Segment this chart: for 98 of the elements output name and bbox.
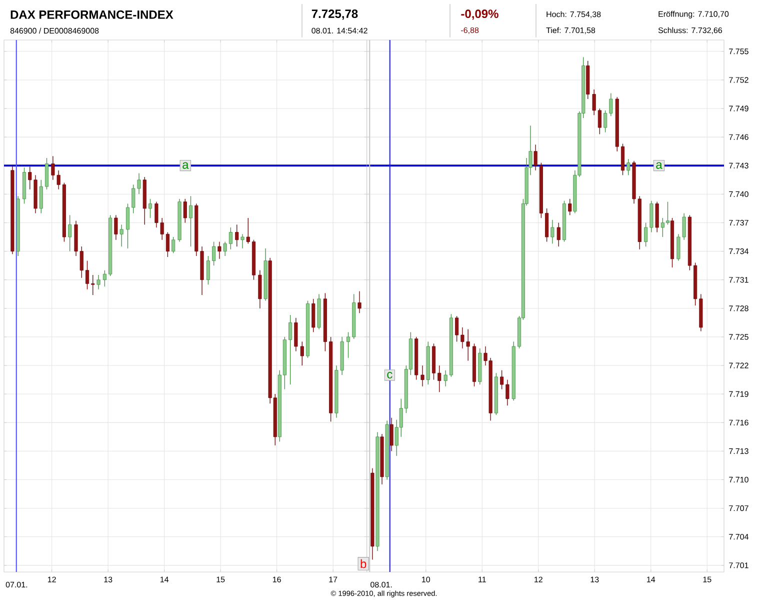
candlestick	[246, 218, 250, 244]
candlestick	[212, 241, 216, 266]
y-tick-label: 7.734	[729, 248, 748, 254]
x-tick-label: 14	[647, 576, 656, 582]
candlestick	[68, 214, 72, 252]
text: 07.01.	[6, 582, 28, 588]
candlestick	[258, 270, 262, 309]
y-tick-label: 7.752	[729, 77, 748, 83]
y-tick-label: 7.722	[729, 362, 748, 368]
annotation: c	[387, 372, 392, 378]
candlestick	[620, 143, 625, 176]
text: 7.725,78	[312, 10, 358, 20]
candlestick	[166, 232, 170, 258]
y-tick-label: 7.710	[729, 476, 748, 483]
y-tick-label: 7.749	[729, 106, 748, 112]
y-tick-label: 7.737	[729, 220, 748, 226]
y-tick-label: 7.716	[729, 420, 748, 426]
candlestick	[188, 196, 193, 247]
annotation: a	[182, 162, 189, 169]
text: 08.01.	[370, 582, 392, 588]
x-tick-label: 13	[104, 576, 112, 582]
y-tick-label: 7.725	[729, 334, 748, 340]
y-tick-label: 7.743	[729, 162, 748, 168]
candlestick	[500, 370, 504, 390]
y-tick-label: 7.707	[729, 505, 748, 512]
text: Hoch: 7.754,38	[546, 11, 601, 18]
candlestick	[172, 236, 176, 254]
text: 08.01. 14:54:42	[312, 28, 368, 34]
candlestick	[534, 144, 538, 171]
x-tick-label: 11	[478, 576, 486, 582]
candlestick	[183, 198, 187, 224]
candlestick	[120, 224, 124, 247]
text: -0,09%	[461, 10, 498, 20]
annotation: a	[656, 162, 662, 169]
candlestick	[609, 92, 613, 116]
candlestick	[228, 227, 232, 250]
y-tick-label: 7.740	[729, 191, 748, 197]
text: Tief: 7.701,58	[546, 27, 596, 34]
candlestick	[346, 332, 350, 358]
candlestick	[568, 198, 572, 216]
candlestick	[300, 341, 304, 366]
text: Schluss: 7.732,66	[658, 27, 722, 34]
y-tick-label: 7.731	[729, 276, 748, 283]
candlestick	[390, 417, 394, 452]
y-tick-label: 7.728	[729, 306, 748, 312]
candlestick	[240, 234, 244, 249]
annotation: b	[360, 559, 366, 568]
candlestick	[218, 241, 222, 260]
candlestick	[592, 89, 596, 116]
text: Eröffnung: 7.710,70	[658, 10, 729, 18]
candlestick	[626, 158, 630, 176]
candlestick	[604, 110, 608, 133]
x-tick-label: 13	[590, 576, 599, 582]
x-tick-label: 17	[329, 576, 338, 582]
candlestick	[235, 224, 239, 247]
candlestick	[223, 241, 227, 256]
candlestick	[91, 274, 95, 296]
candlestick	[545, 208, 549, 242]
x-tick-label: 14	[160, 576, 169, 582]
y-tick-label: 7.713	[729, 448, 748, 454]
candlestick	[650, 200, 654, 233]
candlestick	[206, 256, 210, 285]
candlestick	[598, 108, 602, 135]
x-tick-label: 15	[216, 576, 225, 582]
candlestick	[358, 290, 362, 314]
candlestick	[44, 158, 49, 190]
y-tick-label: 7.755	[729, 48, 748, 54]
candlestick	[148, 198, 152, 218]
candlestick	[85, 260, 90, 290]
candlestick	[39, 180, 43, 214]
candlestick	[506, 379, 510, 406]
y-tick-label: 7.704	[729, 534, 748, 540]
candlestick	[438, 365, 442, 392]
candlestick	[294, 318, 298, 352]
candlestick	[288, 314, 292, 385]
candlestick	[102, 270, 106, 287]
candlestick	[455, 316, 459, 342]
candlestick	[655, 201, 659, 233]
x-tick-label: 15	[703, 576, 712, 582]
chart-title: DAX PERFORMANCE-INDEX	[10, 10, 174, 19]
candlestick	[644, 222, 648, 247]
candlestick	[420, 365, 424, 387]
candlestick	[96, 274, 100, 290]
chart-subtitle: 846900 / DE0008469008	[10, 28, 99, 34]
text: -6,88	[461, 27, 479, 34]
x-tick-label: 12	[534, 576, 542, 582]
y-tick-label: 7.719	[729, 391, 748, 397]
candlestick	[444, 370, 448, 387]
x-tick-label: 10	[422, 576, 430, 582]
candlestick	[312, 298, 316, 332]
y-tick-label: 7.701	[729, 562, 748, 568]
candlestick	[126, 203, 130, 249]
x-tick-label: 12	[48, 576, 56, 582]
x-tick-label: 16	[272, 576, 281, 582]
candlestick	[114, 214, 118, 240]
candlestick	[556, 222, 560, 247]
candlestick	[550, 220, 554, 244]
y-tick-label: 7.746	[729, 134, 748, 140]
